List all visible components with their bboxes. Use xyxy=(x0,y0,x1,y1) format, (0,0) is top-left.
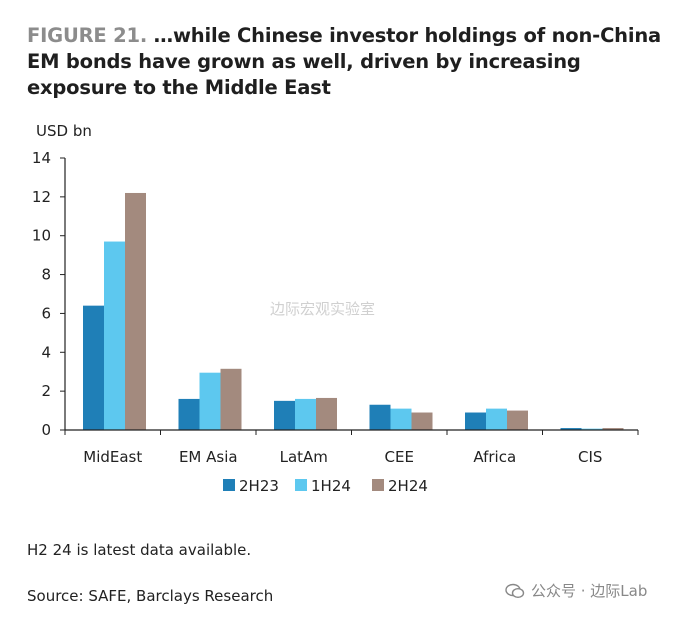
bar-2h24-cee xyxy=(411,412,433,430)
bar-1h24-mideast xyxy=(104,241,125,430)
y-axis: USD bn 0 2 4 6 8 10 12 14 xyxy=(32,122,92,439)
y-tick-label: 2 xyxy=(41,382,51,400)
legend-label-2h23: 2H23 xyxy=(239,477,279,495)
watermark-text: 边际宏观实验室 xyxy=(270,300,376,318)
bar-2h24-latam xyxy=(316,397,337,430)
bar-1h24-em-asia xyxy=(199,372,221,430)
bar-1h24-africa xyxy=(486,408,507,430)
bar-2h23-africa xyxy=(465,412,486,430)
x-tick-label: EM Asia xyxy=(179,448,238,466)
wechat-account-name: 公众号 · 边际Lab xyxy=(531,582,648,600)
y-tick-label: 0 xyxy=(41,421,51,439)
bars xyxy=(83,192,624,430)
y-axis-label: USD bn xyxy=(36,122,92,140)
source-note: Source: SAFE, Barclays Research xyxy=(27,587,274,605)
bar-1h24-cee xyxy=(390,408,412,430)
x-tick-label: Africa xyxy=(473,448,516,466)
footnote: H2 24 is latest data available. xyxy=(27,541,252,559)
legend-swatch-2h23 xyxy=(223,479,235,491)
chart-title: FIGURE 21. …while Chinese investor holdi… xyxy=(27,23,687,101)
legend-swatch-2h24 xyxy=(372,479,384,491)
x-axis: MidEast EM Asia LatAm CEE Africa CIS xyxy=(64,429,639,466)
bar-2h23-mideast xyxy=(83,305,104,430)
figure-title-text: …while Chinese investor holdings of non-… xyxy=(27,24,661,99)
x-tick-label: MidEast xyxy=(83,448,142,466)
legend-label-1h24: 1H24 xyxy=(311,477,351,495)
wechat-icon xyxy=(505,583,525,598)
y-tick-label: 6 xyxy=(41,304,51,322)
legend: 2H23 1H24 2H24 xyxy=(223,477,428,495)
bar-2h24-cis xyxy=(602,428,624,430)
legend-label-2h24: 2H24 xyxy=(388,477,428,495)
bar-2h24-em-asia xyxy=(220,368,242,430)
legend-swatch-1h24 xyxy=(295,479,307,491)
bar-2h24-mideast xyxy=(125,192,146,430)
bar-2h23-cee xyxy=(369,404,391,430)
y-tick-label: 8 xyxy=(41,266,51,284)
bar-1h24-latam xyxy=(295,398,316,430)
y-tick-label: 12 xyxy=(32,188,51,206)
bar-2h23-latam xyxy=(274,400,295,430)
x-tick-label: CIS xyxy=(578,448,602,466)
wechat-watermark: 公众号 · 边际Lab xyxy=(505,580,647,601)
y-tick-label: 10 xyxy=(32,227,51,245)
x-tick-label: CEE xyxy=(385,448,414,466)
bar-2h24-africa xyxy=(507,410,528,430)
bar-2h23-cis xyxy=(560,428,582,430)
figure-label: FIGURE 21. xyxy=(27,24,148,47)
bar-1h24-cis xyxy=(581,428,603,430)
bar-2h23-em-asia xyxy=(178,398,200,430)
y-tick-label: 14 xyxy=(32,149,51,167)
x-tick-label: LatAm xyxy=(280,448,328,466)
y-tick-label: 4 xyxy=(41,343,51,361)
